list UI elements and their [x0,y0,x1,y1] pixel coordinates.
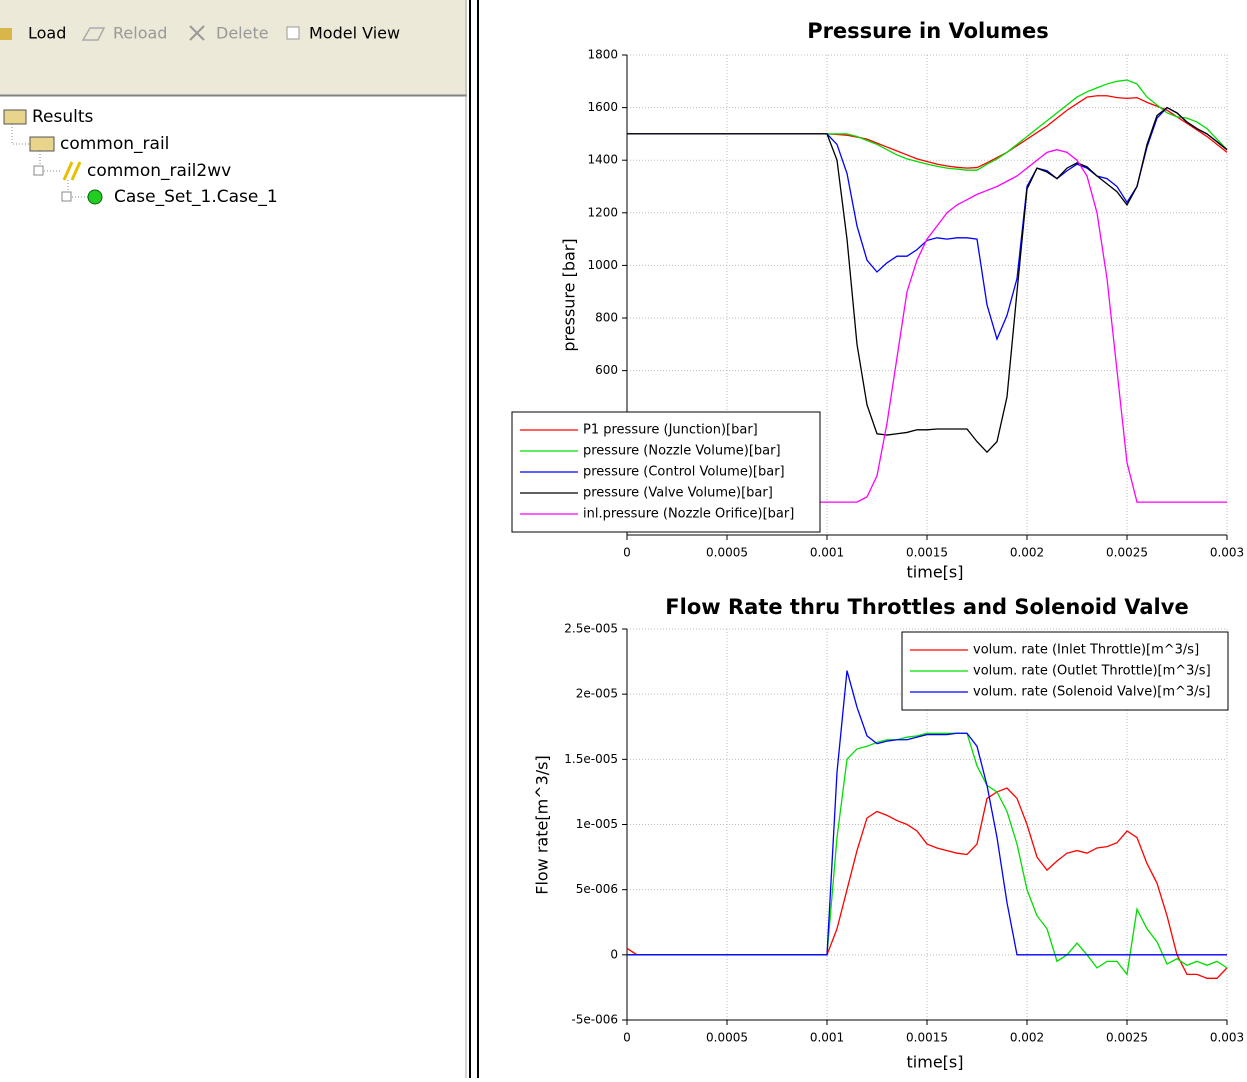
x-tick-label: 0 [623,1031,631,1045]
legend-label: volum. rate (Inlet Throttle)[m^3/s] [973,643,1199,658]
expander[interactable] [61,191,72,202]
y-tick-label: 1.5e-005 [564,752,618,766]
tree-node[interactable]: common_rail [60,134,169,154]
toolbar [0,0,467,95]
x-tick-label: 0.0025 [1106,546,1148,560]
x-tick-label: 0.0005 [706,546,748,560]
x-tick-label: 0.0015 [906,546,948,560]
tree-connector [11,124,30,145]
series-line [627,670,1227,956]
y-tick-label: 2.5e-005 [564,622,618,636]
y-tick-label: 1200 [587,205,618,219]
y-tick-label: -5e-006 [571,1013,618,1027]
legend-label: pressure (Control Volume)[bar] [583,465,785,480]
tree-connector [67,180,88,198]
expander[interactable] [33,165,44,176]
model-icon [62,161,82,181]
x-tick-label: 0.001 [810,546,844,560]
x-tick-label: 0.002 [1010,546,1044,560]
load-icon [0,28,12,40]
legend-label: volum. rate (Outlet Throttle)[m^3/s] [973,664,1211,679]
y-tick-label: 600 [595,363,618,377]
case-icon [87,189,103,205]
y-axis-label: Flow rate[m^3/s] [533,755,552,895]
splitter[interactable] [477,0,479,1078]
folder-icon [29,136,55,152]
x-tick-label: 0.0025 [1106,1031,1148,1045]
model-view-label: Model View [309,24,400,43]
x-tick-label: 0.002 [1010,1031,1044,1045]
x-tick-label: 0.001 [810,1031,844,1045]
legend-label: volum. rate (Solenoid Valve)[m^3/s] [973,685,1210,700]
x-tick-label: 0.003 [1210,1031,1244,1045]
load-button[interactable]: Load [28,24,66,43]
tree-node[interactable]: Case_Set_1.Case_1 [114,187,278,207]
legend-label: P1 pressure (Junction)[bar] [583,423,758,438]
chart-title: Flow Rate thru Throttles and Solenoid Va… [665,595,1188,619]
series-line [626,787,1228,979]
splitter[interactable] [469,0,471,1078]
x-tick-label: 0.0015 [906,1031,948,1045]
chart-title: Pressure in Volumes [807,19,1049,43]
y-tick-label: 1800 [587,48,618,62]
legend-label: pressure (Nozzle Volume)[bar] [583,444,781,459]
series-line [627,106,1228,454]
delete-button[interactable]: Delete [216,24,269,43]
y-tick-label: 0 [610,947,618,961]
legend-label: inl.pressure (Nozzle Orifice)[bar] [583,507,794,522]
reload-button[interactable]: Reload [113,24,167,43]
tree-node[interactable]: Results [32,107,94,127]
y-tick-label: 800 [595,311,618,325]
delete-icon [189,25,205,41]
y-tick-label: 5e-006 [576,882,618,896]
folder-icon [3,109,27,125]
x-tick-label: 0.003 [1210,546,1244,560]
x-tick-label: 0.0005 [706,1031,748,1045]
reload-icon [81,27,106,41]
checkbox[interactable] [286,26,300,40]
y-tick-label: 1600 [587,100,618,114]
x-tick-label: 0 [623,546,631,560]
legend-label: pressure (Valve Volume)[bar] [583,486,773,501]
x-axis-label: time[s] [907,1053,964,1072]
tree-node[interactable]: common_rail2wv [87,161,231,181]
y-tick-label: 1000 [587,258,618,272]
tree-connector [39,151,62,172]
y-axis-label: pressure [bar] [560,238,579,351]
y-tick-label: 1e-005 [576,817,618,831]
x-axis-label: time[s] [907,563,964,582]
series-line [627,79,1228,171]
y-tick-label: 1400 [587,153,618,167]
y-tick-label: 2e-005 [576,687,618,701]
